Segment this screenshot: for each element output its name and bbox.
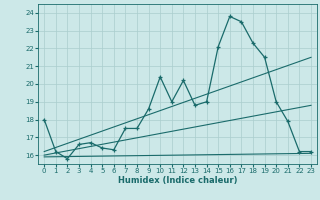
X-axis label: Humidex (Indice chaleur): Humidex (Indice chaleur) <box>118 176 237 185</box>
